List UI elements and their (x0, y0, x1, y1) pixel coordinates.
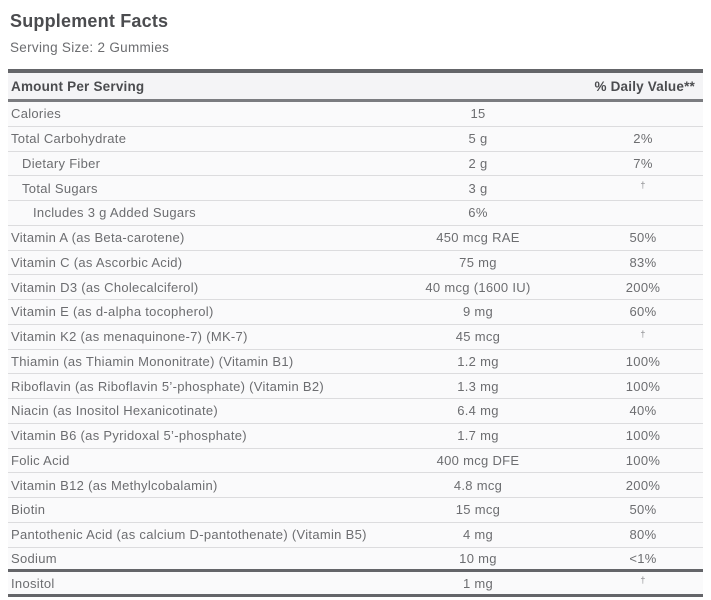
nutrient-name: Inositol (11, 575, 55, 591)
nutrient-name: Total Sugars (22, 180, 98, 196)
table-row: Vitamin E (as d-alpha tocopherol) 9 mg 6… (8, 300, 703, 325)
nutrient-amount: 400 mcg DFE (436, 452, 520, 468)
table-row: Thiamin (as Thiamin Mononitrate) (Vitami… (8, 349, 703, 375)
nutrient-amount: 1.2 mg (457, 353, 499, 369)
table-row: Vitamin K2 (as menaquinone-7) (MK-7) 45 … (8, 324, 703, 350)
nutrient-name: Thiamin (as Thiamin Mononitrate) (Vitami… (11, 353, 294, 369)
table-row: Biotin 15 mcg 50% (8, 498, 703, 523)
nutrient-amount: 2 g (468, 155, 488, 171)
nutrient-amount: 40 mcg (1600 IU) (425, 279, 531, 295)
table-row: Pantothenic Acid (as calcium D-pantothen… (8, 522, 703, 548)
table-top-bar (8, 69, 703, 73)
nutrient-name: Vitamin K2 (as menaquinone-7) (MK-7) (11, 329, 248, 345)
table-row: Riboflavin (as Riboflavin 5’-phosphate) … (8, 374, 703, 399)
nutrient-name: Total Carbohydrate (11, 131, 127, 147)
table-header-row: Amount Per Serving % Daily Value** (8, 73, 703, 102)
nutrient-daily-value: † (640, 328, 646, 339)
nutrient-amount: 1 mg (462, 575, 494, 591)
nutrient-daily-value: <1% (629, 550, 657, 566)
nutrient-amount: 6% (468, 205, 488, 221)
nutrient-amount: 450 mcg RAE (436, 230, 520, 246)
nutrient-amount: 3 g (468, 180, 488, 196)
nutrient-name: Vitamin E (as d-alpha tocopherol) (11, 304, 214, 320)
nutrient-daily-value: 40% (629, 403, 657, 419)
table-row: Total Sugars 3 g † (8, 176, 703, 201)
serving-size: Serving Size: 2 Gummies (10, 40, 170, 55)
nutrient-amount: 45 mcg (455, 329, 501, 345)
table-row: Calories 15 (8, 102, 703, 127)
nutrient-name: Biotin (11, 502, 46, 518)
nutrient-daily-value: 200% (625, 477, 661, 493)
nutrient-daily-value: 2% (633, 131, 653, 147)
table-row: Sodium 10 mg <1% (8, 547, 703, 573)
table-row: Vitamin D3 (as Cholecalciferol) 40 mcg (… (8, 275, 703, 300)
nutrient-daily-value: 200% (625, 279, 661, 295)
nutrient-name: Vitamin D3 (as Cholecalciferol) (11, 279, 199, 295)
facts-table: Amount Per Serving % Daily Value** Calor… (8, 69, 703, 597)
table-row: Vitamin B12 (as Methylcobalamin) 4.8 mcg… (8, 473, 703, 498)
nutrient-name: Includes 3 g Added Sugars (33, 205, 196, 221)
table-row: Inositol 1 mg † (8, 572, 703, 597)
nutrient-daily-value: † (640, 180, 646, 191)
nutrient-name: Vitamin B12 (as Methylcobalamin) (11, 477, 218, 493)
nutrient-amount: 4.8 mcg (453, 477, 503, 493)
nutrient-amount: 10 mg (459, 550, 497, 566)
table-body: Calories 15 Total Carbohydrate 5 g 2% Di… (8, 102, 703, 597)
label-title: Supplement Facts (10, 11, 169, 31)
nutrient-name: Folic Acid (11, 452, 70, 468)
nutrient-daily-value: 100% (625, 353, 661, 369)
nutrient-daily-value: 80% (629, 527, 657, 543)
nutrient-name: Calories (11, 106, 62, 122)
nutrient-amount: 6.4 mg (457, 403, 499, 419)
nutrient-name: Pantothenic Acid (as calcium D-pantothen… (11, 527, 367, 543)
table-row: Includes 3 g Added Sugars 6% (8, 201, 703, 226)
nutrient-name: Dietary Fiber (22, 155, 101, 171)
nutrient-amount: 5 g (468, 131, 488, 147)
nutrient-name: Vitamin A (as Beta-carotene) (11, 230, 185, 246)
table-row: Niacin (as Inositol Hexanicotinate) 6.4 … (8, 399, 703, 424)
nutrient-amount: 1.3 mg (457, 378, 499, 394)
table-row: Vitamin B6 (as Pyridoxal 5’-phosphate) 1… (8, 423, 703, 449)
nutrient-daily-value: 50% (629, 502, 657, 518)
nutrient-daily-value: 100% (625, 378, 661, 394)
column-header-daily-value: % Daily Value** (594, 78, 695, 94)
table-row: Vitamin A (as Beta-carotene) 450 mcg RAE… (8, 225, 703, 251)
nutrient-daily-value: † (640, 575, 646, 586)
nutrient-name: Vitamin B6 (as Pyridoxal 5’-phosphate) (11, 428, 247, 444)
nutrient-amount: 75 mg (459, 254, 497, 270)
table-row: Total Carbohydrate 5 g 2% (8, 126, 703, 152)
nutrient-name: Sodium (11, 550, 57, 566)
nutrient-daily-value: 100% (625, 428, 661, 444)
nutrient-daily-value: 60% (629, 304, 657, 320)
nutrient-name: Riboflavin (as Riboflavin 5’-phosphate) … (11, 378, 325, 394)
nutrient-name: Vitamin C (as Ascorbic Acid) (11, 254, 183, 270)
nutrient-amount: 15 (470, 106, 486, 122)
nutrient-daily-value: 100% (625, 452, 661, 468)
nutrient-daily-value: 50% (629, 230, 657, 246)
column-header-amount-per-serving: Amount Per Serving (11, 78, 145, 94)
nutrient-daily-value: 7% (633, 155, 653, 171)
nutrient-amount: 15 mcg (455, 502, 501, 518)
nutrient-name: Niacin (as Inositol Hexanicotinate) (11, 403, 219, 419)
table-row: Vitamin C (as Ascorbic Acid) 75 mg 83% (8, 250, 703, 276)
table-row: Folic Acid 400 mcg DFE 100% (8, 448, 703, 474)
nutrient-amount: 4 mg (462, 527, 494, 543)
nutrient-amount: 1.7 mg (457, 428, 499, 444)
nutrient-amount: 9 mg (462, 304, 494, 320)
table-row: Dietary Fiber 2 g 7% (8, 151, 703, 177)
nutrient-daily-value: 83% (629, 254, 657, 270)
